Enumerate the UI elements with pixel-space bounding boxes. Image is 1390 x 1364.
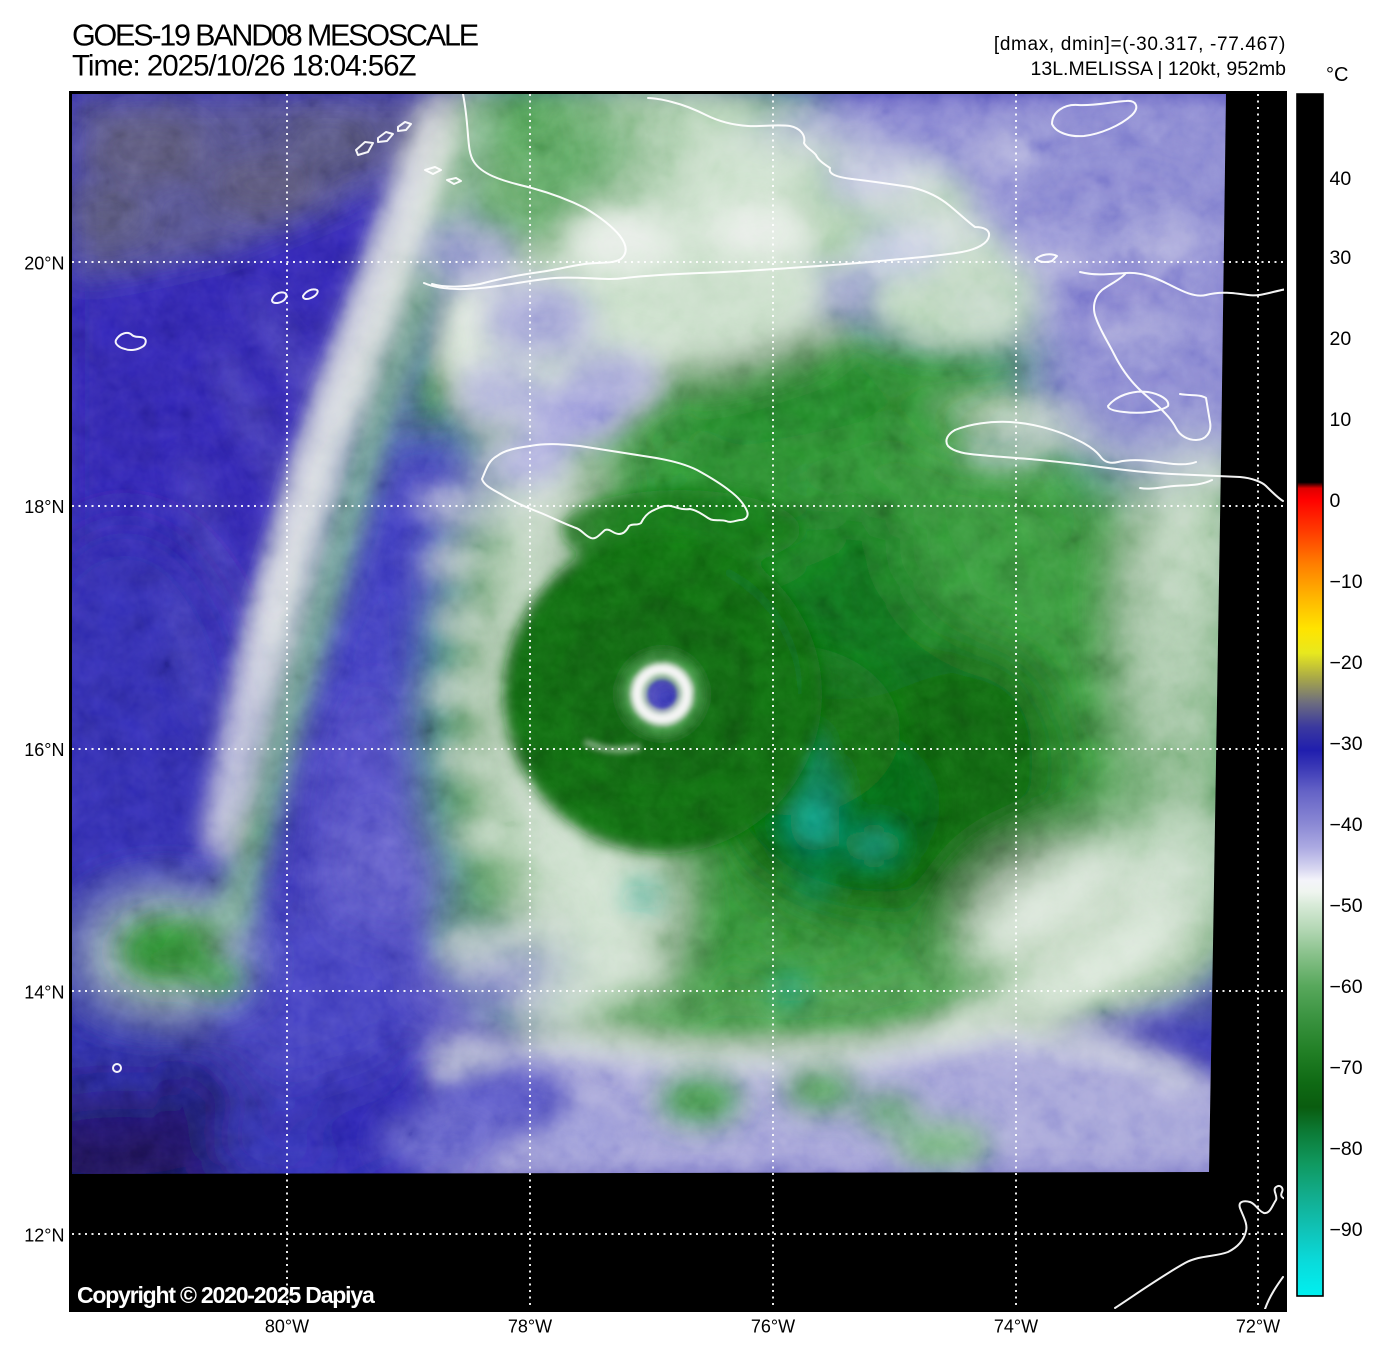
svg-text:40: 40 [1330, 168, 1352, 190]
svg-text:78°W: 78°W [508, 1317, 552, 1337]
svg-text:−20: −20 [1330, 652, 1363, 674]
svg-text:16°N: 16°N [24, 740, 64, 760]
svg-text:−70: −70 [1330, 1057, 1363, 1079]
svg-text:76°W: 76°W [751, 1317, 795, 1337]
svg-text:−80: −80 [1330, 1138, 1363, 1160]
svg-text:−10: −10 [1330, 571, 1363, 593]
svg-text:12°N: 12°N [24, 1226, 64, 1246]
svg-text:74°W: 74°W [994, 1317, 1038, 1337]
svg-text:80°W: 80°W [265, 1317, 309, 1337]
svg-text:30: 30 [1330, 247, 1352, 269]
svg-text:−90: −90 [1330, 1219, 1363, 1241]
svg-text:14°N: 14°N [24, 983, 64, 1003]
svg-text:0: 0 [1330, 490, 1341, 512]
svg-text:Copyright © 2020-2025 Dapiya: Copyright © 2020-2025 Dapiya [77, 1282, 375, 1308]
svg-text:20°N: 20°N [24, 254, 64, 274]
svg-text:10: 10 [1330, 409, 1352, 431]
svg-text:−30: −30 [1330, 733, 1363, 755]
svg-text:18°N: 18°N [24, 497, 64, 517]
svg-text:−40: −40 [1330, 814, 1363, 836]
svg-text:−60: −60 [1330, 976, 1363, 998]
svg-text:20: 20 [1330, 328, 1352, 350]
svg-text:°C: °C [1326, 64, 1348, 86]
svg-text:GOES-19 BAND08 MESOSCALE: GOES-19 BAND08 MESOSCALE [72, 19, 479, 53]
svg-text:Time: 2025/10/26 18:04:56Z: Time: 2025/10/26 18:04:56Z [72, 50, 417, 83]
svg-text:−50: −50 [1330, 895, 1363, 917]
svg-text:[dmax, dmin]=(-30.317, -77.467: [dmax, dmin]=(-30.317, -77.467) [994, 34, 1286, 55]
svg-text:72°W: 72°W [1236, 1317, 1280, 1337]
svg-text:13L.MELISSA | 120kt, 952mb: 13L.MELISSA | 120kt, 952mb [1031, 58, 1287, 80]
